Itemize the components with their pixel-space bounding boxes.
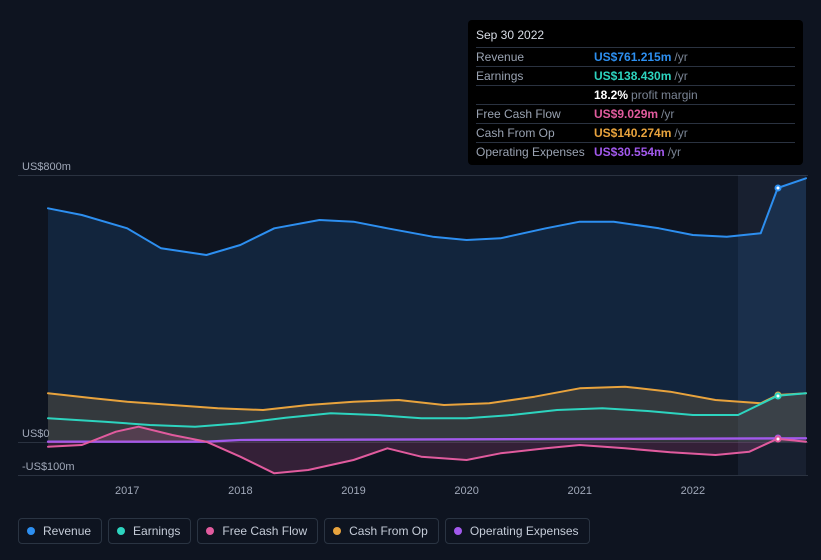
tooltip-unit: /yr — [674, 69, 687, 83]
tooltip-label: Free Cash Flow — [476, 107, 594, 121]
legend-dot-icon — [206, 527, 214, 535]
tooltip-date: Sep 30 2022 — [476, 26, 795, 47]
legend-label: Earnings — [133, 524, 180, 538]
x-axis-label: 2021 — [567, 485, 591, 497]
plot-area — [48, 175, 806, 475]
legend-item-revenue[interactable]: Revenue — [18, 518, 102, 544]
tooltip-value: US$140.274m — [594, 126, 671, 140]
tooltip-label: Earnings — [476, 69, 594, 83]
gridline — [18, 475, 808, 476]
x-axis-label: 2018 — [228, 485, 252, 497]
tooltip-value: US$30.554m — [594, 145, 665, 159]
legend-item-cash-from-op[interactable]: Cash From Op — [324, 518, 439, 544]
tooltip-row: 18.2%profit margin — [476, 85, 795, 104]
x-axis-label: 2019 — [341, 485, 365, 497]
hover-tooltip: Sep 30 2022 RevenueUS$761.215m/yrEarning… — [468, 20, 803, 165]
legend-dot-icon — [117, 527, 125, 535]
tooltip-value: US$761.215m — [594, 50, 671, 64]
tooltip-row: Free Cash FlowUS$9.029m/yr — [476, 104, 795, 123]
hover-marker-revenue — [774, 185, 781, 192]
legend-label: Cash From Op — [349, 524, 428, 538]
tooltip-row: Cash From OpUS$140.274m/yr — [476, 123, 795, 142]
tooltip-row: Operating ExpensesUS$30.554m/yr — [476, 142, 795, 161]
tooltip-label: Operating Expenses — [476, 145, 594, 159]
legend-item-earnings[interactable]: Earnings — [108, 518, 191, 544]
tooltip-row: EarningsUS$138.430m/yr — [476, 66, 795, 85]
legend-label: Operating Expenses — [470, 524, 579, 538]
legend-dot-icon — [333, 527, 341, 535]
y-axis-label: US$800m — [22, 161, 71, 173]
hover-marker-fcf — [774, 435, 781, 442]
legend: Revenue Earnings Free Cash Flow Cash From O… — [18, 518, 590, 544]
legend-dot-icon — [27, 527, 35, 535]
tooltip-unit: /yr — [674, 50, 687, 64]
legend-label: Revenue — [43, 524, 91, 538]
financials-chart[interactable]: US$800mUS$0-US$100m 20172018201920202021… — [18, 160, 808, 480]
x-axis-label: 2020 — [454, 485, 478, 497]
tooltip-unit: profit margin — [631, 88, 698, 102]
tooltip-value: US$138.430m — [594, 69, 671, 83]
y-axis-label: US$0 — [22, 428, 50, 440]
x-axis-label: 2017 — [115, 485, 139, 497]
tooltip-unit: /yr — [674, 126, 687, 140]
tooltip-value: US$9.029m — [594, 107, 658, 121]
tooltip-unit: /yr — [668, 145, 681, 159]
legend-item-operating-expenses[interactable]: Operating Expenses — [445, 518, 590, 544]
legend-label: Free Cash Flow — [222, 524, 307, 538]
tooltip-label: Cash From Op — [476, 126, 594, 140]
hover-marker-earnings — [774, 392, 781, 399]
tooltip-unit: /yr — [661, 107, 674, 121]
tooltip-label: Revenue — [476, 50, 594, 64]
x-axis-label: 2022 — [681, 485, 705, 497]
tooltip-value: 18.2% — [594, 88, 628, 102]
legend-dot-icon — [454, 527, 462, 535]
legend-item-free-cash-flow[interactable]: Free Cash Flow — [197, 518, 318, 544]
tooltip-row: RevenueUS$761.215m/yr — [476, 47, 795, 66]
